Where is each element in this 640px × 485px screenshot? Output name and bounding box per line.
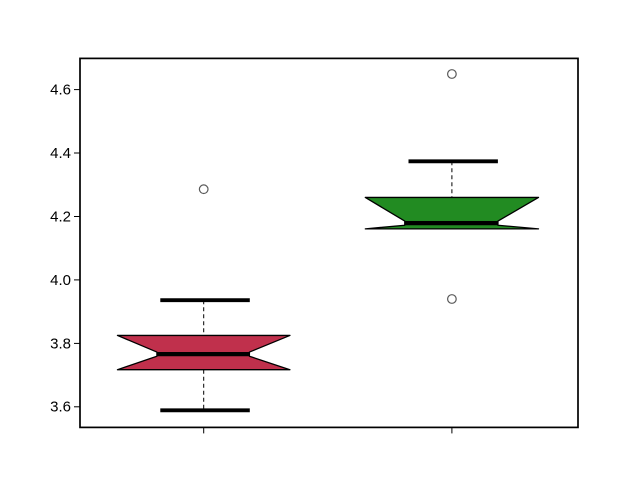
svg-text:4.4: 4.4	[50, 145, 71, 162]
svg-text:3.6: 3.6	[50, 399, 71, 416]
svg-text:4.6: 4.6	[50, 82, 71, 99]
svg-text:4.0: 4.0	[50, 272, 71, 289]
svg-text:3.8: 3.8	[50, 335, 71, 352]
svg-text:4.2: 4.2	[50, 208, 71, 225]
